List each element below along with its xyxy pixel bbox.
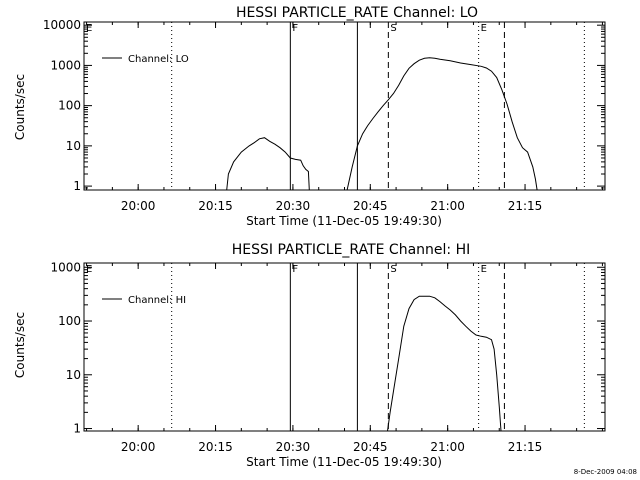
x-tick-label: 20:45 <box>353 440 388 454</box>
y-tick-label: 1 <box>73 422 81 436</box>
series-line <box>387 295 502 432</box>
y-tick-label: 10000 <box>43 18 81 32</box>
event-marker-label: S <box>390 264 396 275</box>
series-line <box>346 57 538 191</box>
x-axis-title: Start Time (11-Dec-05 19:49:30) <box>246 214 442 228</box>
x-tick-label: 20:30 <box>276 199 311 213</box>
x-tick-label: 20:00 <box>121 199 156 213</box>
creation-timestamp: 8-Dec-2009 04:08 <box>574 468 637 476</box>
legend-label: Channel: HI <box>128 295 186 306</box>
series-line <box>226 137 310 191</box>
y-tick-label: 100 <box>58 99 81 113</box>
event-marker-label: F <box>292 264 298 275</box>
x-tick-label: 21:00 <box>430 440 465 454</box>
y-axis-title: Counts/sec <box>13 312 27 378</box>
x-tick-label: 20:45 <box>353 199 388 213</box>
panel-channel-lo: HESSI PARTICLE_RATE Channel: LO Start Ti… <box>13 5 606 228</box>
y-tick-label: 10 <box>66 368 81 382</box>
event-marker-label: E <box>481 23 487 34</box>
x-tick-label: 21:00 <box>430 199 465 213</box>
y-tick-label: 100 <box>58 314 81 328</box>
x-tick-label: 20:15 <box>198 199 233 213</box>
chart-title: HESSI PARTICLE_RATE Channel: LO <box>236 5 478 21</box>
panel-channel-hi: HESSI PARTICLE_RATE Channel: HI Start Ti… <box>13 242 606 469</box>
y-tick-label: 1000 <box>50 260 81 274</box>
legend-label: Channel: LO <box>128 54 189 65</box>
event-marker-label: E <box>481 264 487 275</box>
x-tick-label: 20:15 <box>198 440 233 454</box>
x-tick-label: 21:15 <box>508 199 543 213</box>
x-tick-label: 20:00 <box>121 440 156 454</box>
y-tick-label: 1 <box>73 179 81 193</box>
x-tick-label: 20:30 <box>276 440 311 454</box>
event-marker-label: F <box>292 23 298 34</box>
event-marker-label: S <box>390 23 396 34</box>
event-marker-label: E <box>86 264 92 275</box>
event-marker-label: E <box>86 23 92 34</box>
y-axis-title: Counts/sec <box>13 74 27 140</box>
y-tick-label: 1000 <box>50 58 81 72</box>
x-axis-title: Start Time (11-Dec-05 19:49:30) <box>246 455 442 469</box>
chart-title: HESSI PARTICLE_RATE Channel: HI <box>232 242 470 258</box>
x-tick-label: 21:15 <box>508 440 543 454</box>
y-tick-label: 10 <box>66 139 81 153</box>
